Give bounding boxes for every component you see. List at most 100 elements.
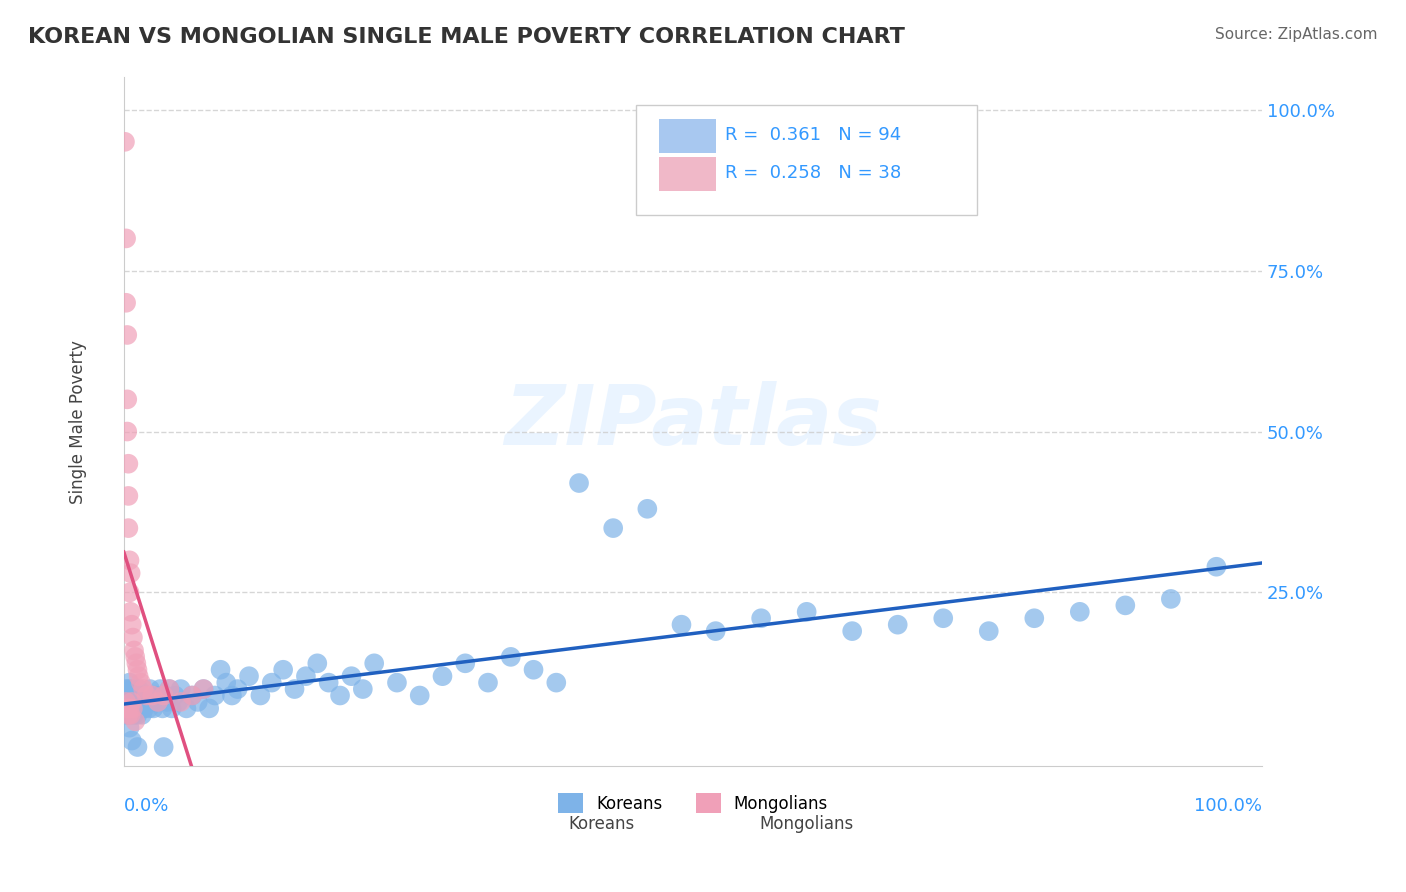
Mongolians <box>127 663 149 677</box>
Koreans <box>146 695 169 709</box>
Koreans <box>135 689 157 703</box>
Koreans <box>796 605 818 619</box>
Koreans <box>120 701 142 715</box>
Koreans <box>841 624 863 639</box>
Koreans <box>142 701 165 715</box>
Koreans <box>260 675 283 690</box>
Mongolians <box>120 707 142 722</box>
Koreans <box>307 657 329 671</box>
FancyBboxPatch shape <box>659 119 716 153</box>
Koreans <box>170 681 193 696</box>
Koreans <box>117 681 139 696</box>
Koreans <box>121 695 143 709</box>
Koreans <box>157 681 180 696</box>
Mongolians <box>135 689 157 703</box>
Mongolians <box>118 585 141 599</box>
Mongolians <box>152 689 174 703</box>
Koreans <box>141 695 163 709</box>
Koreans <box>409 689 432 703</box>
Text: Source: ZipAtlas.com: Source: ZipAtlas.com <box>1215 27 1378 42</box>
Koreans <box>153 689 176 703</box>
Koreans <box>226 681 249 696</box>
Koreans <box>499 649 522 664</box>
Mongolians <box>115 231 138 245</box>
Mongolians <box>117 521 139 535</box>
Koreans <box>704 624 727 639</box>
Koreans <box>546 675 568 690</box>
Koreans <box>522 663 544 677</box>
Mongolians <box>118 701 141 715</box>
Koreans <box>122 707 145 722</box>
Koreans <box>149 681 172 696</box>
Koreans <box>886 617 908 632</box>
Koreans <box>117 701 139 715</box>
Koreans <box>454 657 477 671</box>
Text: R =  0.361   N = 94: R = 0.361 N = 94 <box>724 126 901 144</box>
Mongolians <box>132 681 155 696</box>
Mongolians <box>122 643 145 657</box>
Koreans <box>145 689 167 703</box>
Mongolians <box>181 689 204 703</box>
Koreans <box>1160 591 1182 606</box>
Mongolians <box>129 675 152 690</box>
Mongolians <box>193 681 215 696</box>
Koreans <box>163 689 186 703</box>
Koreans <box>139 681 162 696</box>
Koreans <box>121 681 143 696</box>
Mongolians <box>115 295 138 310</box>
Koreans <box>156 695 179 709</box>
Mongolians <box>170 695 193 709</box>
Koreans <box>318 675 340 690</box>
Koreans <box>209 663 232 677</box>
Koreans <box>124 689 146 703</box>
Koreans <box>363 657 385 671</box>
Mongolians <box>157 681 180 696</box>
Koreans <box>129 689 152 703</box>
Mongolians <box>115 425 138 439</box>
Legend: Koreans, Mongolians: Koreans, Mongolians <box>551 787 835 820</box>
FancyBboxPatch shape <box>636 105 977 215</box>
Mongolians <box>117 489 139 503</box>
Koreans <box>121 733 143 747</box>
Koreans <box>167 695 190 709</box>
Koreans <box>340 669 363 683</box>
Koreans <box>204 689 226 703</box>
Mongolians <box>121 695 143 709</box>
Koreans <box>131 695 153 709</box>
Koreans <box>602 521 624 535</box>
Koreans <box>131 707 153 722</box>
Koreans <box>671 617 693 632</box>
Koreans <box>432 669 454 683</box>
Mongolians <box>124 649 146 664</box>
Mongolians <box>141 689 163 703</box>
Mongolians <box>115 695 138 709</box>
Mongolians <box>122 631 145 645</box>
Koreans <box>977 624 1000 639</box>
Koreans <box>127 707 149 722</box>
Koreans <box>385 675 408 690</box>
Koreans <box>115 707 138 722</box>
Koreans <box>932 611 955 625</box>
Koreans <box>134 695 156 709</box>
Mongolians <box>115 328 138 343</box>
Mongolians <box>115 392 138 407</box>
Koreans <box>124 701 146 715</box>
Mongolians <box>121 617 143 632</box>
Koreans <box>568 476 591 491</box>
Mongolians <box>120 605 142 619</box>
Koreans <box>120 707 142 722</box>
Text: 100.0%: 100.0% <box>1194 797 1263 815</box>
Text: ZIPatlas: ZIPatlas <box>503 382 882 462</box>
Koreans <box>118 721 141 735</box>
Text: 0.0%: 0.0% <box>124 797 169 815</box>
Koreans <box>352 681 374 696</box>
Text: Koreans: Koreans <box>568 814 636 832</box>
Koreans <box>215 675 238 690</box>
Koreans <box>221 689 243 703</box>
Koreans <box>295 669 318 683</box>
FancyBboxPatch shape <box>659 157 716 191</box>
Koreans <box>125 695 148 709</box>
Koreans <box>187 695 209 709</box>
Text: Single Male Poverty: Single Male Poverty <box>69 340 87 504</box>
Koreans <box>636 501 658 516</box>
